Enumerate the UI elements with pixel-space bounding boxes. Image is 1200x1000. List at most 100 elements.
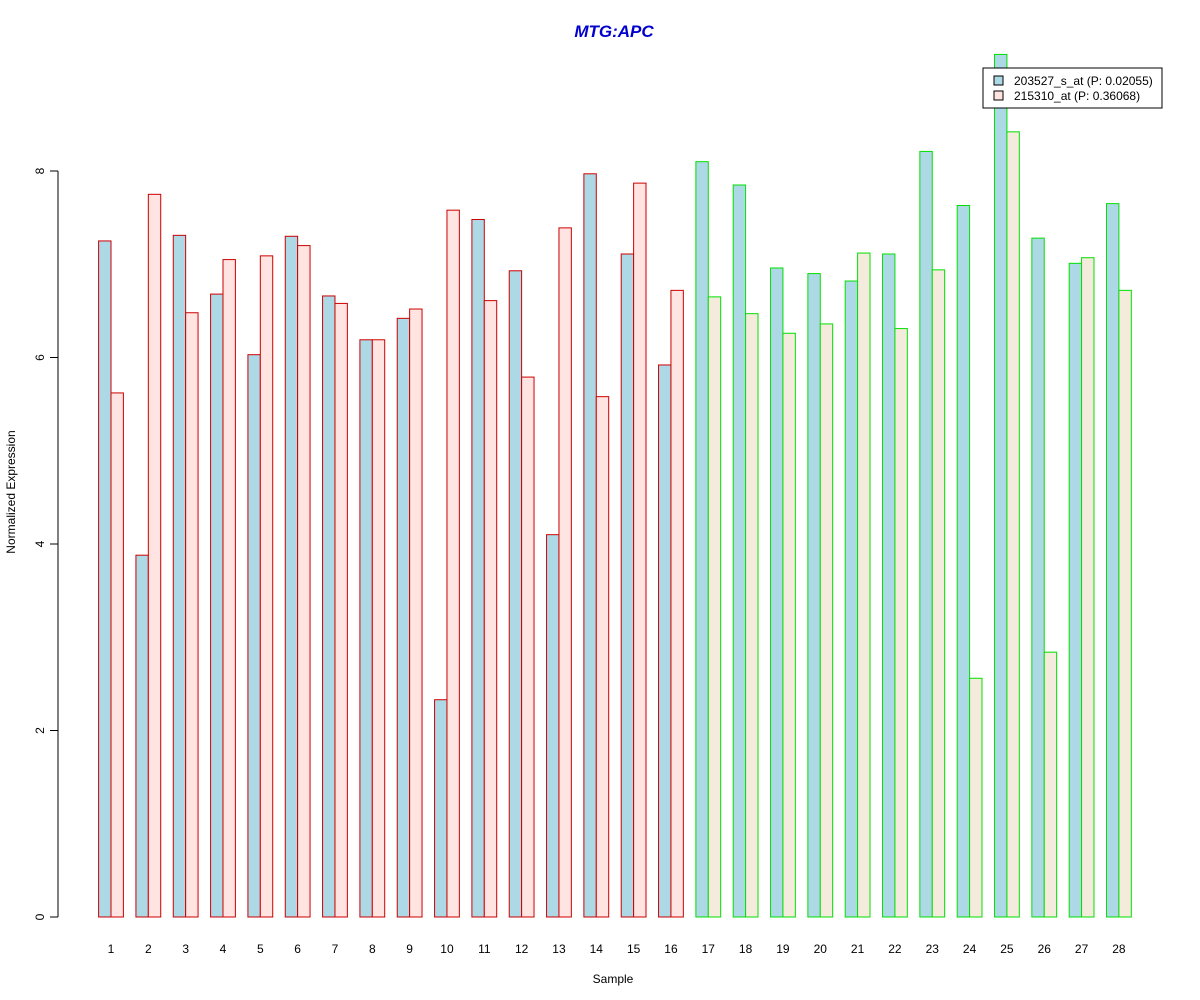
bar-series-2-sample-4 <box>222 259 236 918</box>
x-tick-label-7: 7 <box>332 942 339 956</box>
bar-series-1-sample-16 <box>658 364 672 918</box>
x-tick-label-12: 12 <box>515 942 529 956</box>
bar-series-2-sample-17 <box>707 296 722 918</box>
bar-series-1-sample-12 <box>508 270 523 918</box>
x-tick-label-15: 15 <box>627 942 641 956</box>
bars-group <box>98 53 1132 918</box>
x-tick-label-27: 27 <box>1075 942 1089 956</box>
bar-series-1-sample-20 <box>807 273 821 918</box>
bar-series-2-sample-25 <box>1006 131 1020 918</box>
bar-series-1-sample-2 <box>135 554 149 918</box>
x-tick-label-1: 1 <box>108 942 115 956</box>
bar-series-2-sample-19 <box>782 332 796 918</box>
bar-series-2-sample-7 <box>334 302 348 918</box>
bar-series-1-sample-14 <box>583 173 597 918</box>
legend-swatch-series-1 <box>993 75 1004 86</box>
bar-series-1-sample-18 <box>732 184 747 918</box>
x-tick-label-22: 22 <box>888 942 902 956</box>
bar-series-2-sample-8 <box>371 339 386 918</box>
bar-series-1-sample-19 <box>770 267 784 918</box>
y-tick-label-4: 4 <box>33 540 47 547</box>
x-tick-label-23: 23 <box>926 942 940 956</box>
bar-series-2-sample-24 <box>969 677 983 918</box>
x-tick-label-21: 21 <box>851 942 865 956</box>
bar-series-1-sample-7 <box>322 295 336 918</box>
bar-series-2-sample-20 <box>819 323 834 918</box>
bar-series-2-sample-2 <box>147 193 162 918</box>
bar-series-1-sample-11 <box>471 218 485 918</box>
y-tick-label-8: 8 <box>33 167 47 174</box>
y-tick-label-2: 2 <box>33 727 47 734</box>
legend-label-series-2: 215310_at (P: 0.36068) <box>1014 89 1140 103</box>
bar-series-1-sample-13 <box>546 534 560 918</box>
bar-series-1-sample-26 <box>1031 237 1045 918</box>
bar-series-2-sample-18 <box>745 313 759 918</box>
bar-series-2-sample-5 <box>259 255 274 918</box>
bar-series-2-sample-27 <box>1081 257 1095 918</box>
x-axis-labels: 1 2 3 4 5 6 7 8 9 10 11 12 13 14 15 16 17 18 19 20 21 22 23 24 2… <box>108 942 1126 956</box>
bar-series-2-sample-3 <box>185 312 199 918</box>
legend: 203527_s_at (P: 0.02055) 215310_at (P: 0… <box>982 67 1163 109</box>
x-tick-label-19: 19 <box>776 942 790 956</box>
bar-series-1-sample-21 <box>844 280 859 918</box>
bar-series-2-sample-21 <box>857 252 871 918</box>
x-tick-label-10: 10 <box>440 942 454 956</box>
bar-series-2-sample-26 <box>1043 651 1058 918</box>
y-axis: 0 2 4 6 8 <box>33 167 59 920</box>
bar-series-1-sample-10 <box>434 699 448 918</box>
bar-series-1-sample-6 <box>284 235 299 918</box>
x-tick-label-16: 16 <box>664 942 678 956</box>
x-tick-label-5: 5 <box>257 942 264 956</box>
bar-series-1-sample-28 <box>1106 203 1120 918</box>
bar-series-2-sample-13 <box>558 227 572 918</box>
x-tick-label-6: 6 <box>294 942 301 956</box>
x-tick-label-11: 11 <box>478 942 491 956</box>
x-tick-label-20: 20 <box>814 942 828 956</box>
bar-series-2-sample-6 <box>297 245 311 918</box>
x-tick-label-2: 2 <box>145 942 152 956</box>
bar-series-1-sample-22 <box>882 253 896 918</box>
bar-series-2-sample-16 <box>670 289 684 918</box>
legend-label-series-1: 203527_s_at (P: 0.02055) <box>1014 74 1153 88</box>
x-tick-label-3: 3 <box>182 942 189 956</box>
bar-series-1-sample-3 <box>172 234 187 918</box>
x-tick-label-18: 18 <box>739 942 753 956</box>
bar-series-2-sample-23 <box>931 269 946 918</box>
legend-box <box>982 67 1163 109</box>
x-tick-label-24: 24 <box>963 942 977 956</box>
bar-series-1-sample-1 <box>98 240 112 918</box>
chart-title: MTG:APC <box>574 22 654 41</box>
bar-series-2-sample-11 <box>483 300 498 918</box>
x-tick-label-17: 17 <box>702 942 716 956</box>
bar-series-1-sample-23 <box>919 150 933 918</box>
bar-series-2-sample-10 <box>446 209 460 918</box>
bar-series-1-sample-5 <box>247 354 261 918</box>
bar-series-1-sample-15 <box>620 253 635 918</box>
bar-series-1-sample-25 <box>994 53 1008 918</box>
legend-swatch-series-2 <box>993 90 1004 101</box>
x-axis-label: Sample <box>593 972 634 986</box>
bar-series-1-sample-27 <box>1068 262 1083 918</box>
bar-series-2-sample-28 <box>1118 289 1132 918</box>
y-axis-label: Normalized Expression <box>4 430 18 553</box>
bar-series-1-sample-8 <box>359 339 373 918</box>
bar-series-1-sample-17 <box>695 161 709 918</box>
y-tick-label-0: 0 <box>33 913 47 920</box>
x-tick-label-25: 25 <box>1000 942 1014 956</box>
bar-series-2-sample-15 <box>633 182 647 918</box>
x-tick-label-4: 4 <box>220 942 227 956</box>
bar-series-2-sample-9 <box>409 308 423 918</box>
bar-series-1-sample-4 <box>210 293 224 918</box>
bar-series-2-sample-1 <box>110 392 124 918</box>
bar-series-2-sample-12 <box>521 376 535 918</box>
x-tick-label-13: 13 <box>552 942 566 956</box>
x-tick-label-14: 14 <box>590 942 604 956</box>
bar-series-2-sample-14 <box>595 396 610 918</box>
x-tick-label-9: 9 <box>406 942 413 956</box>
x-tick-label-8: 8 <box>369 942 376 956</box>
bar-series-2-sample-22 <box>894 328 908 918</box>
x-tick-label-28: 28 <box>1112 942 1126 956</box>
bar-series-1-sample-9 <box>396 317 411 918</box>
x-tick-label-26: 26 <box>1038 942 1052 956</box>
